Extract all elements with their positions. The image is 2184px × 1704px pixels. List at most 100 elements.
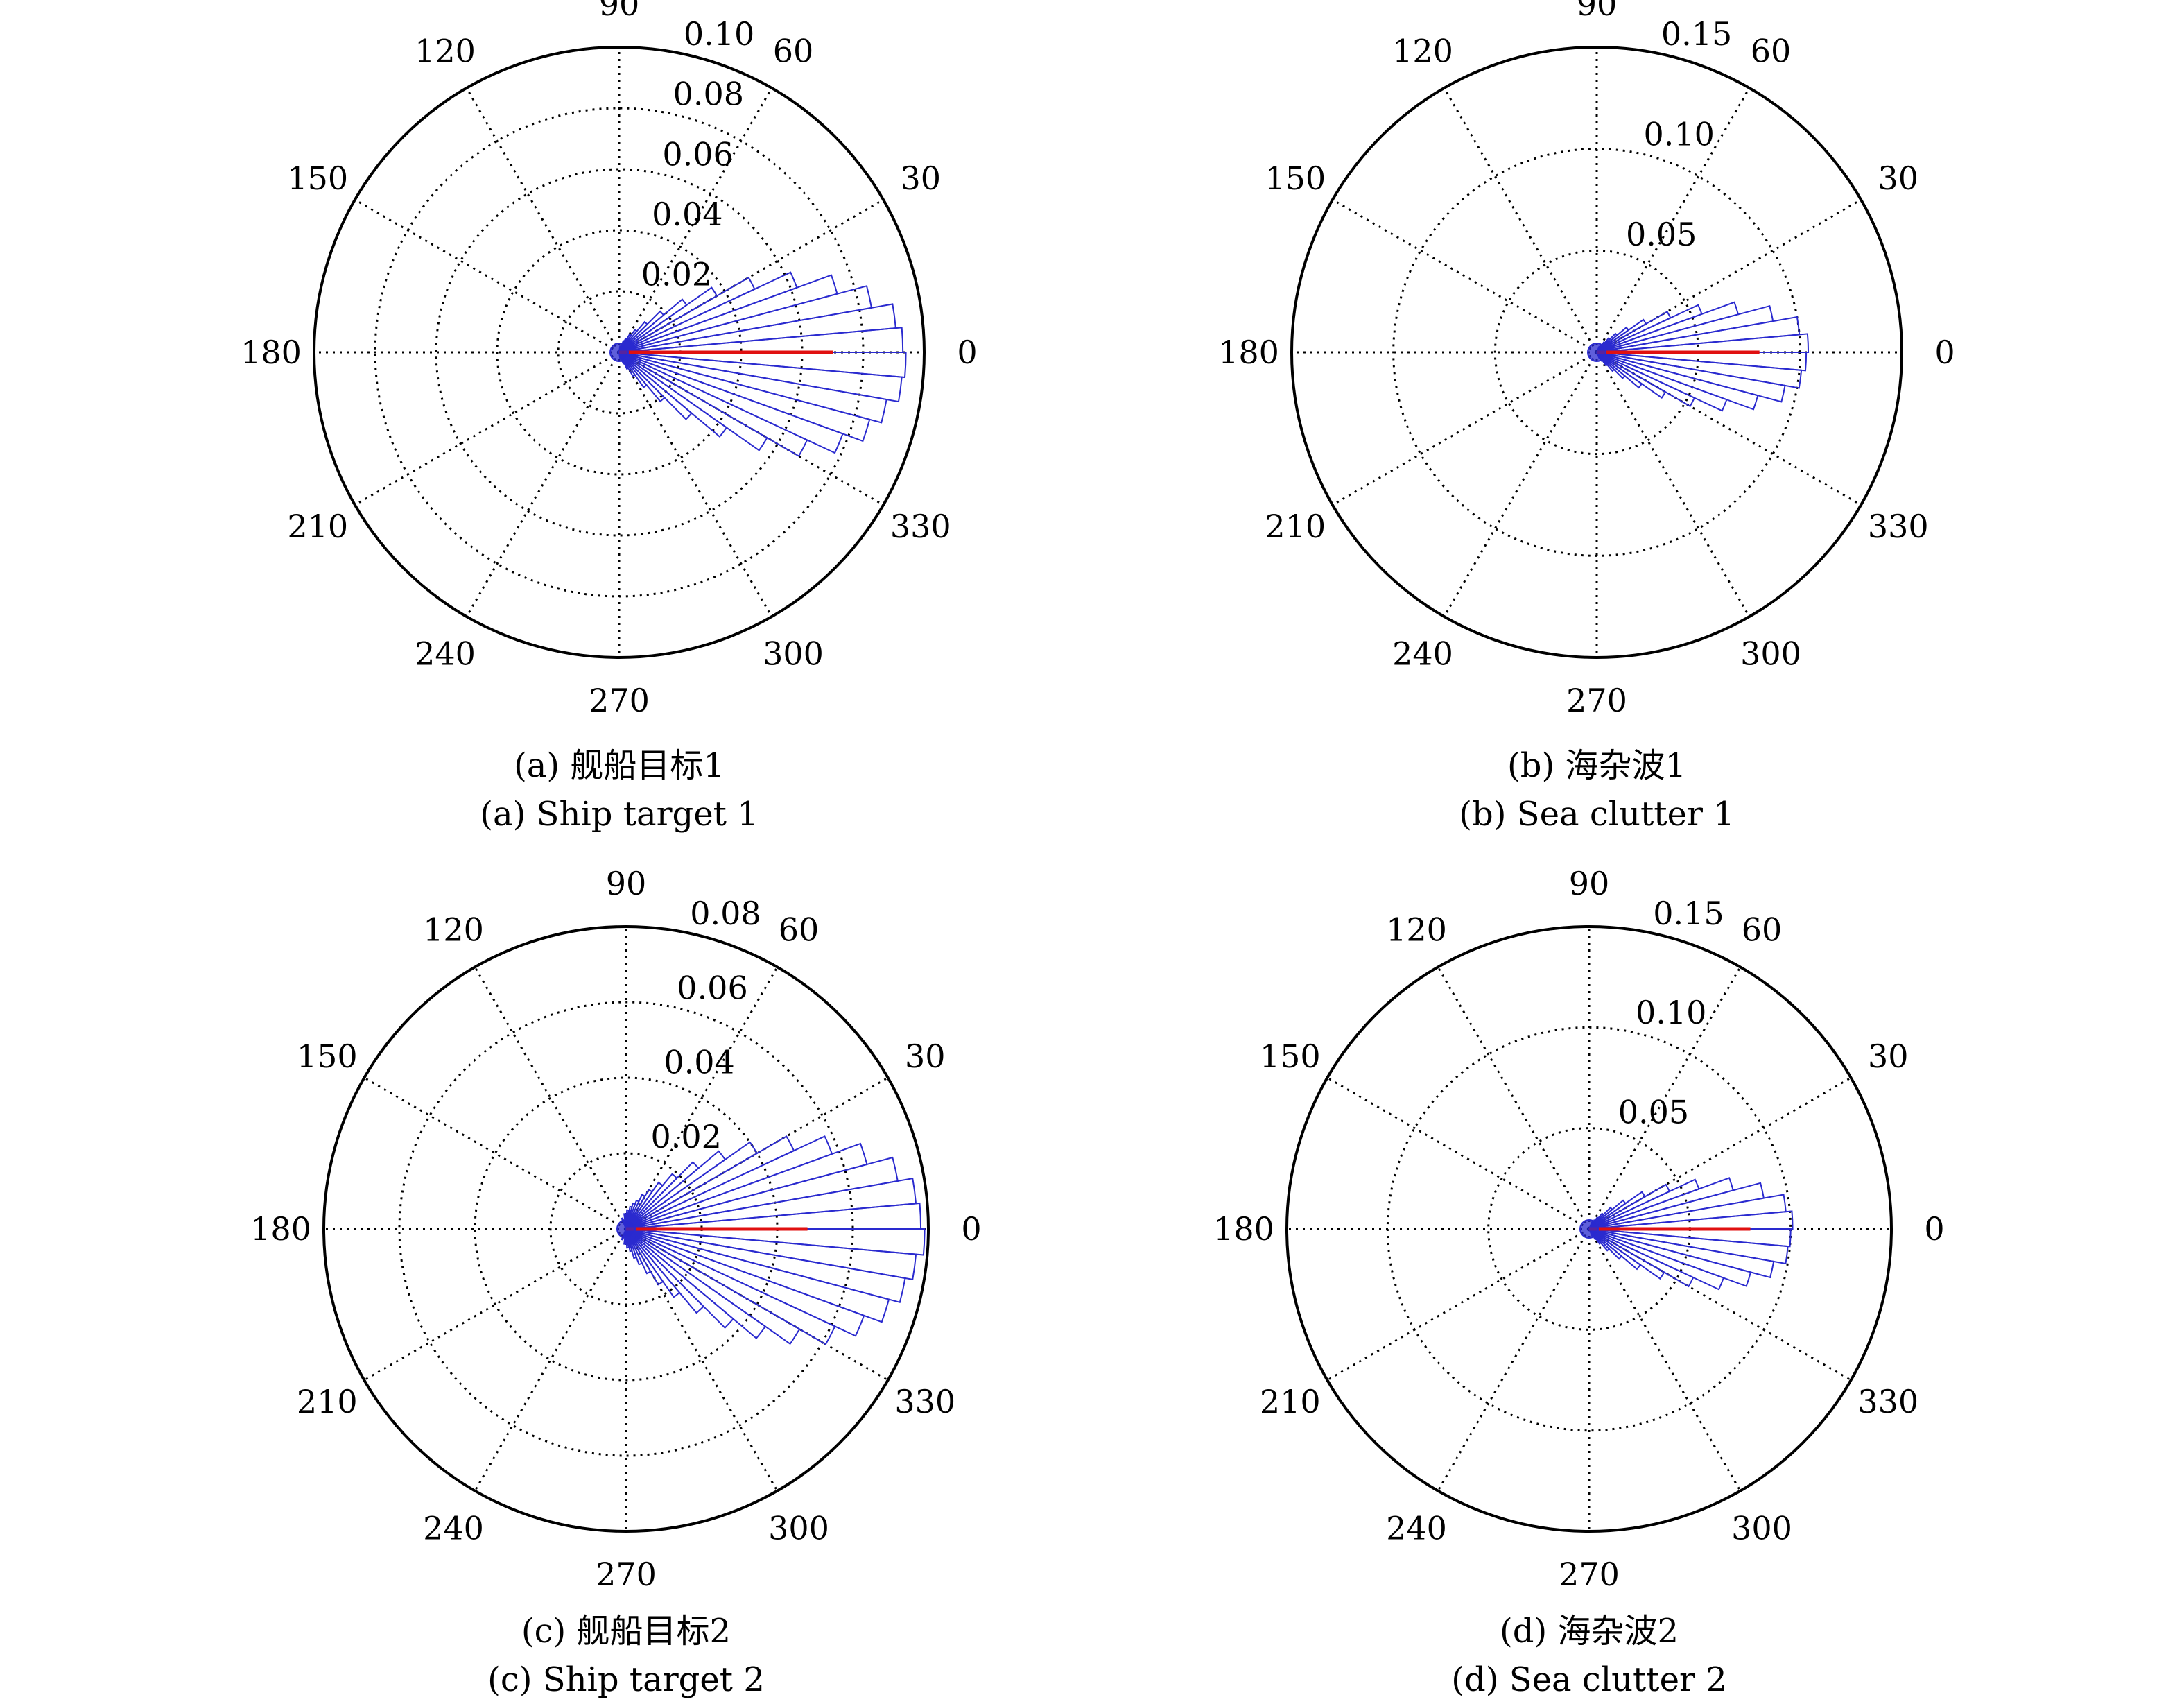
histogram-bar [1596, 318, 1647, 353]
histogram-bar [618, 320, 648, 353]
angle-tick-label-300: 300 [763, 635, 824, 673]
panel-a: 0 30 60 90 120 150 180 210 240 270 300 330 0.02 0.04 0… [241, 0, 978, 834]
grid-spoke-60 [1595, 87, 1751, 353]
histogram-bar [1588, 1206, 1613, 1230]
caption-english: (b) Sea clutter 1 [1459, 795, 1734, 834]
angle-tick-label-90: 90 [599, 0, 640, 23]
radial-tick-label: 0.06 [662, 135, 733, 173]
angle-tick-label-300: 300 [768, 1509, 829, 1547]
grid-spoke-120 [474, 966, 627, 1230]
caption-english: (c) Ship target 2 [487, 1660, 765, 1699]
labels-layer: 0 30 60 90 120 150 180 210 240 270 300 330 0.05 0.10 0… [1213, 865, 1945, 1593]
labels-layer: 0 30 60 90 120 150 180 210 240 270 300 330 0.02 0.04 0… [250, 865, 982, 1593]
histogram-bar [618, 337, 628, 353]
grid-spoke-330 [1596, 351, 1862, 506]
histogram-bar [618, 285, 873, 353]
histogram-bar [618, 340, 625, 353]
angle-tick-label-30: 30 [1868, 1038, 1909, 1075]
histogram-bar [625, 1228, 926, 1256]
angle-tick-label-180: 180 [241, 334, 302, 371]
histogram-bar [1588, 1216, 1600, 1230]
histogram-bar [625, 1135, 833, 1230]
angle-tick-label-120: 120 [1392, 32, 1453, 69]
bars-layer [1579, 1177, 1794, 1291]
grid-spoke-120 [465, 87, 621, 353]
caption-chinese: (c) 舰船目标2 [521, 1612, 731, 1651]
panel-c: 0 30 60 90 120 150 180 210 240 270 300 330 0.02 0.04 0… [250, 865, 982, 1699]
bars-layer [1587, 301, 1810, 412]
angle-tick-label-60: 60 [779, 911, 820, 949]
histogram-bar [1596, 326, 1630, 353]
bars-layer [616, 1135, 926, 1345]
angle-tick-label-300: 300 [1731, 1509, 1792, 1547]
histogram-bar [625, 1181, 664, 1230]
radial-tick-label: 0.04 [664, 1044, 734, 1081]
radial-tick-label: 0.10 [1643, 116, 1714, 153]
radial-tick-label: 0.02 [641, 256, 712, 293]
histogram-bar [1588, 1199, 1627, 1230]
angle-tick-label-270: 270 [1566, 682, 1627, 719]
radial-tick-label: 0.05 [1618, 1093, 1689, 1130]
histogram-bar [625, 1199, 640, 1230]
angle-tick-label-210: 210 [297, 1383, 358, 1420]
grid-spoke-30 [1596, 198, 1862, 354]
angle-tick-label-90: 90 [1577, 0, 1618, 23]
grid-spoke-210 [363, 1228, 627, 1382]
center-cluster [609, 343, 629, 362]
angle-tick-label-150: 150 [1260, 1038, 1321, 1075]
center-cluster [616, 1219, 636, 1239]
histogram-bar [618, 310, 665, 353]
panel-d: 0 30 60 90 120 150 180 210 240 270 300 330 0.05 0.10 0… [1213, 865, 1945, 1699]
angle-tick-label-30: 30 [900, 160, 941, 197]
caption-chinese: (d) 海杂波2 [1500, 1612, 1679, 1651]
histogram-bar [1588, 1183, 1671, 1230]
angle-tick-label-120: 120 [423, 911, 484, 949]
angle-tick-label-150: 150 [287, 160, 348, 197]
angle-tick-label-120: 120 [1386, 911, 1447, 949]
radial-tick-label: 0.08 [673, 76, 744, 113]
histogram-bar [1588, 1182, 1765, 1230]
histogram-bar [625, 1141, 759, 1230]
grid-spoke-150 [1332, 198, 1597, 354]
grid-spoke-210 [1332, 351, 1597, 506]
grid-spoke-210 [1326, 1228, 1590, 1382]
histogram-bar [625, 1161, 700, 1230]
outer-ring [1290, 46, 1903, 659]
histogram-bar [625, 1228, 630, 1249]
grid-spoke-240 [1443, 352, 1598, 617]
grid-spoke-120 [1437, 966, 1591, 1230]
angle-tick-label-210: 210 [1265, 508, 1326, 545]
angle-tick-label-330: 330 [890, 508, 951, 545]
labels-layer: 0 30 60 90 120 150 180 210 240 270 300 330 0.02 0.04 0… [241, 0, 978, 719]
angle-tick-label-90: 90 [606, 865, 647, 902]
angle-tick-label-30: 30 [1878, 160, 1918, 197]
center-cluster [1579, 1219, 1599, 1239]
grid-spoke-60 [618, 87, 773, 353]
histogram-bar [625, 1205, 633, 1230]
radial-tick-label: 0.10 [1636, 994, 1706, 1031]
center-cluster [1587, 343, 1606, 362]
histogram-bar [625, 1156, 899, 1230]
histogram-bar [625, 1142, 868, 1230]
angle-tick-label-120: 120 [415, 32, 476, 69]
grid-spoke-150 [363, 1076, 627, 1230]
histogram-bar [621, 1217, 627, 1230]
histogram-bar [621, 1228, 627, 1241]
angle-tick-label-0: 0 [957, 334, 977, 371]
angle-tick-label-240: 240 [415, 635, 476, 673]
angle-tick-label-60: 60 [1742, 911, 1783, 949]
histogram-bar [1596, 341, 1606, 353]
angle-tick-label-180: 180 [250, 1210, 311, 1248]
histogram-bar [1588, 1178, 1700, 1230]
angle-tick-label-0: 0 [961, 1210, 981, 1248]
histogram-bar [623, 1228, 627, 1245]
bars-layer [609, 271, 907, 457]
histogram-bar [1588, 1210, 1794, 1230]
angle-tick-label-330: 330 [894, 1383, 955, 1420]
radial-tick-label: 0.06 [677, 969, 747, 1006]
radial-tick-label: 0.08 [690, 895, 761, 932]
histogram-bar [618, 298, 688, 353]
radial-tick-label: 0.05 [1626, 216, 1697, 253]
